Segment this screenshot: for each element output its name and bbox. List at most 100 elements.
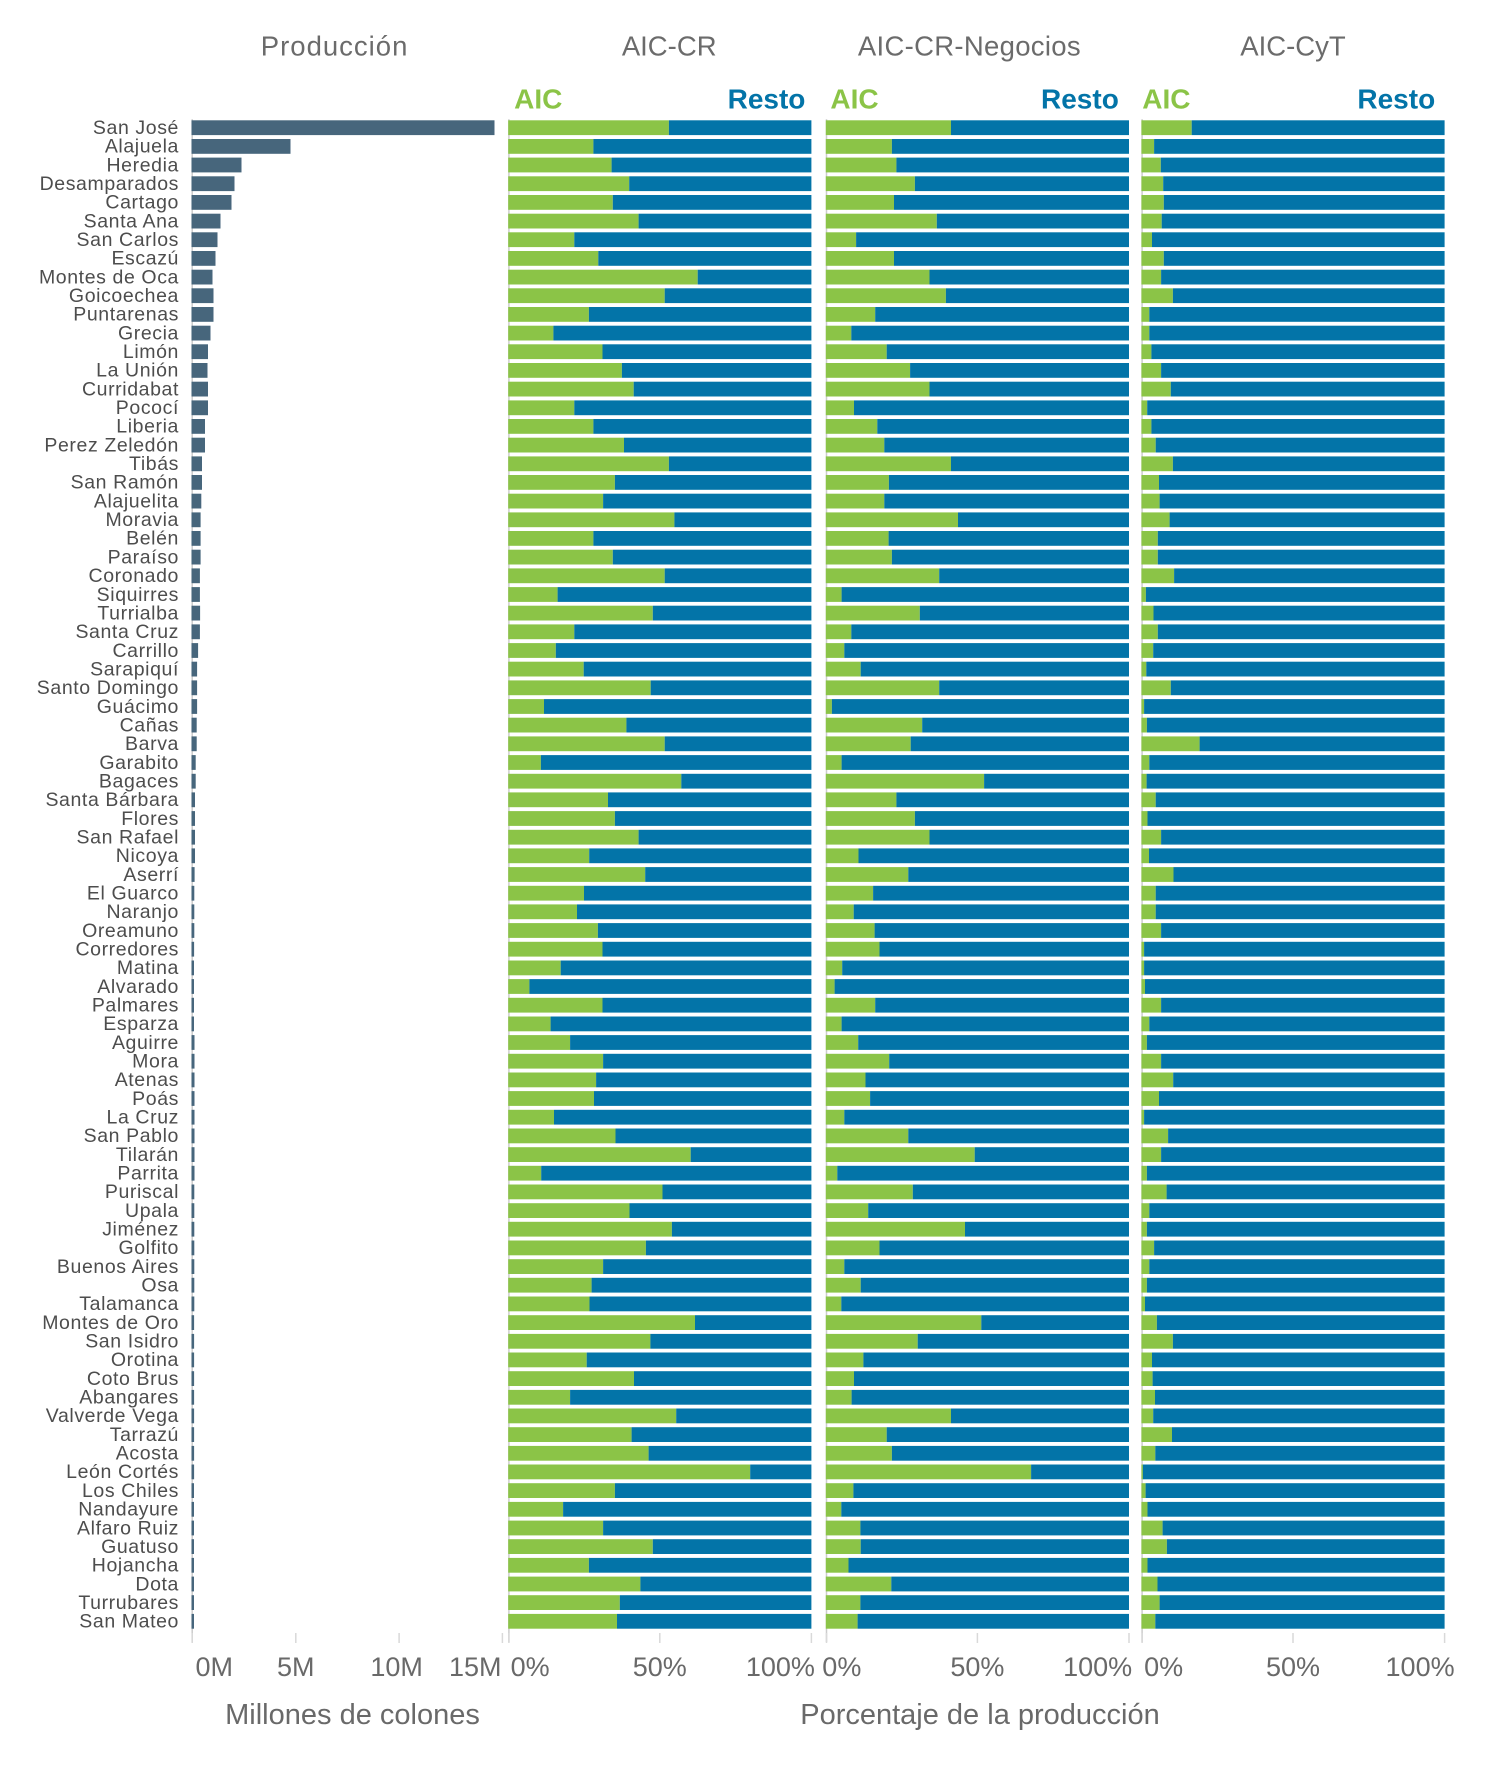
svg-text:50%: 50%: [633, 1652, 687, 1682]
svg-text:AIC-CR: AIC-CR: [622, 31, 717, 62]
svg-text:Santo Domingo: Santo Domingo: [37, 677, 179, 699]
svg-text:San Mateo: San Mateo: [79, 1611, 179, 1633]
svg-text:León Cortés: León Cortés: [66, 1461, 179, 1483]
svg-text:San Carlos: San Carlos: [77, 229, 179, 251]
svg-text:50%: 50%: [950, 1652, 1004, 1682]
svg-text:AIC: AIC: [1142, 84, 1190, 115]
svg-text:Tibás: Tibás: [129, 453, 179, 475]
svg-text:100%: 100%: [1386, 1652, 1455, 1682]
svg-text:Aguirre: Aguirre: [112, 1032, 179, 1054]
svg-text:Alfaro Ruiz: Alfaro Ruiz: [77, 1517, 179, 1539]
svg-text:Guatuso: Guatuso: [101, 1536, 179, 1558]
svg-text:Santa Cruz: Santa Cruz: [75, 621, 179, 643]
svg-text:Hojancha: Hojancha: [92, 1555, 179, 1577]
svg-text:AIC-CR-Negocios: AIC-CR-Negocios: [858, 31, 1081, 62]
svg-text:Paraíso: Paraíso: [108, 546, 179, 568]
svg-text:Matina: Matina: [117, 957, 179, 979]
svg-text:Bagaces: Bagaces: [99, 771, 179, 793]
svg-text:Upala: Upala: [125, 1200, 179, 1222]
svg-text:Talamanca: Talamanca: [79, 1293, 179, 1315]
svg-text:Poás: Poás: [132, 1088, 179, 1110]
svg-text:Turrubares: Turrubares: [78, 1592, 179, 1614]
svg-text:0%: 0%: [511, 1652, 550, 1682]
svg-text:AIC: AIC: [830, 84, 878, 115]
svg-text:Santa Bárbara: Santa Bárbara: [45, 789, 179, 811]
svg-text:Desamparados: Desamparados: [40, 173, 179, 195]
svg-text:100%: 100%: [746, 1652, 815, 1682]
svg-text:Flores: Flores: [121, 808, 179, 830]
svg-text:Osa: Osa: [141, 1275, 179, 1297]
svg-text:Corredores: Corredores: [75, 939, 179, 961]
svg-text:Cañas: Cañas: [120, 714, 179, 736]
svg-text:Oreamuno: Oreamuno: [82, 920, 179, 942]
svg-text:0%: 0%: [1144, 1652, 1183, 1682]
svg-text:Cartago: Cartago: [105, 192, 179, 214]
svg-text:Alvarado: Alvarado: [97, 976, 179, 998]
svg-text:Valverde Vega: Valverde Vega: [46, 1405, 179, 1427]
svg-text:Tilarán: Tilarán: [116, 1144, 179, 1166]
svg-text:Buenos Aires: Buenos Aires: [57, 1256, 179, 1278]
svg-text:Heredia: Heredia: [107, 154, 180, 176]
svg-text:100%: 100%: [1063, 1652, 1132, 1682]
svg-text:La Cruz: La Cruz: [107, 1107, 179, 1129]
svg-text:Tarrazú: Tarrazú: [110, 1424, 179, 1446]
svg-text:San Ramón: San Ramón: [71, 472, 179, 494]
svg-text:Escazú: Escazú: [111, 248, 179, 270]
svg-text:Mora: Mora: [132, 1051, 179, 1073]
svg-text:Acosta: Acosta: [116, 1443, 179, 1465]
svg-text:Orotina: Orotina: [111, 1349, 179, 1371]
svg-text:Porcentaje de la producción: Porcentaje de la producción: [800, 1699, 1160, 1731]
svg-text:15M: 15M: [449, 1652, 502, 1682]
svg-text:Palmares: Palmares: [92, 995, 179, 1017]
svg-text:Belén: Belén: [126, 528, 179, 550]
svg-text:Perez Zeledón: Perez Zeledón: [44, 434, 179, 456]
svg-text:Barva: Barva: [125, 733, 179, 755]
svg-text:Golfito: Golfito: [118, 1237, 179, 1259]
svg-text:10M: 10M: [370, 1652, 423, 1682]
svg-text:Moravia: Moravia: [105, 509, 179, 531]
svg-text:Aserrí: Aserrí: [123, 864, 179, 886]
svg-text:Dota: Dota: [135, 1573, 179, 1595]
svg-text:Montes de Oca: Montes de Oca: [39, 266, 179, 288]
svg-text:Liberia: Liberia: [116, 416, 179, 438]
svg-text:Curridabat: Curridabat: [82, 378, 179, 400]
svg-text:San Isidro: San Isidro: [85, 1331, 179, 1353]
svg-text:AIC-CyT: AIC-CyT: [1240, 31, 1346, 62]
svg-text:Carrillo: Carrillo: [112, 640, 179, 662]
svg-text:Esparza: Esparza: [103, 1013, 179, 1035]
svg-text:Resto: Resto: [1357, 84, 1435, 115]
svg-text:0M: 0M: [196, 1652, 234, 1682]
svg-text:Turrialba: Turrialba: [97, 602, 179, 624]
svg-text:Coronado: Coronado: [89, 565, 179, 587]
svg-text:Goicoechea: Goicoechea: [69, 285, 179, 307]
svg-text:Santa Ana: Santa Ana: [84, 210, 179, 232]
svg-text:Atenas: Atenas: [115, 1069, 179, 1091]
svg-text:Guácimo: Guácimo: [97, 696, 179, 718]
svg-text:5M: 5M: [277, 1652, 315, 1682]
svg-text:San Pablo: San Pablo: [84, 1125, 179, 1147]
svg-text:Resto: Resto: [1041, 84, 1119, 115]
svg-text:AIC: AIC: [514, 84, 562, 115]
svg-text:Alajuela: Alajuela: [105, 136, 179, 158]
svg-text:Alajuelita: Alajuelita: [94, 490, 179, 512]
svg-text:Abangares: Abangares: [79, 1387, 179, 1409]
svg-text:El Guarco: El Guarco: [87, 883, 179, 905]
svg-text:Nandayure: Nandayure: [78, 1499, 179, 1521]
svg-text:Parrita: Parrita: [117, 1163, 179, 1185]
svg-text:Limón: Limón: [123, 341, 179, 363]
svg-text:50%: 50%: [1266, 1652, 1320, 1682]
svg-text:La Unión: La Unión: [96, 360, 179, 382]
svg-text:Nicoya: Nicoya: [116, 845, 179, 867]
svg-text:Siquirres: Siquirres: [97, 584, 179, 606]
svg-text:Los Chiles: Los Chiles: [82, 1480, 179, 1502]
svg-text:Pococí: Pococí: [116, 397, 179, 419]
svg-text:Puntarenas: Puntarenas: [73, 304, 179, 326]
svg-text:San Rafael: San Rafael: [77, 827, 179, 849]
svg-text:Coto Brus: Coto Brus: [87, 1368, 179, 1390]
svg-text:Naranjo: Naranjo: [107, 901, 180, 923]
svg-text:Producción: Producción: [261, 31, 409, 62]
svg-text:Millones de colones: Millones de colones: [225, 1699, 480, 1731]
svg-text:Sarapiquí: Sarapiquí: [90, 658, 179, 680]
svg-text:Jiménez: Jiménez: [102, 1219, 179, 1241]
svg-text:San José: San José: [93, 117, 179, 139]
